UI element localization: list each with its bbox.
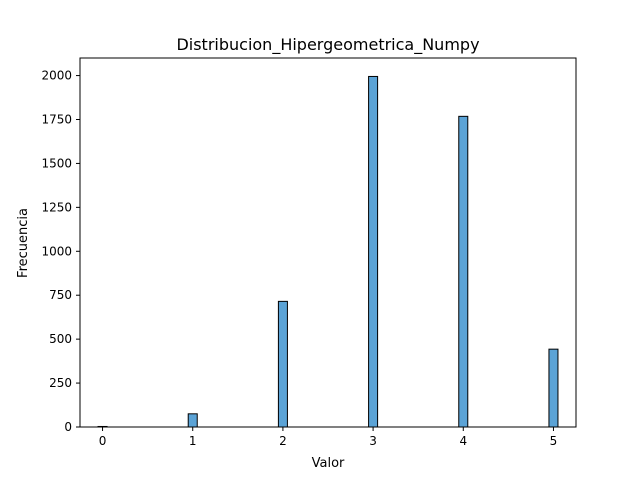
chart-title: Distribucion_Hipergeometrica_Numpy <box>176 35 479 55</box>
y-tick-label: 1750 <box>41 113 72 127</box>
bar-3 <box>368 75 379 428</box>
y-tick-label: 2000 <box>41 69 72 83</box>
x-tick-label: 3 <box>369 434 377 448</box>
y-tick-label: 1250 <box>41 200 72 214</box>
y-tick-label: 750 <box>49 288 72 302</box>
y-tick-label: 1000 <box>41 244 72 258</box>
bar-4 <box>458 115 469 428</box>
bar-5 <box>548 348 559 428</box>
x-tick-label: 2 <box>279 434 287 448</box>
y-tick-label: 0 <box>64 420 72 434</box>
x-axis-ticks: 0 1 2 3 4 5 <box>99 427 558 448</box>
x-tick-label: 0 <box>99 434 107 448</box>
bar-2 <box>277 300 288 428</box>
axes-frame <box>79 57 577 428</box>
y-tick-label: 500 <box>49 332 72 346</box>
y-axis-label: Frecuencia <box>16 208 31 278</box>
x-tick-label: 4 <box>459 434 467 448</box>
x-tick-label: 1 <box>189 434 197 448</box>
x-axis-label: Valor <box>312 456 345 471</box>
y-tick-label: 1500 <box>41 156 72 170</box>
y-axis-ticks: 0 250 500 750 1000 1250 1500 1750 2000 <box>41 69 80 434</box>
y-tick-label: 250 <box>49 376 72 390</box>
x-tick-label: 5 <box>550 434 558 448</box>
bar-1 <box>187 413 198 428</box>
